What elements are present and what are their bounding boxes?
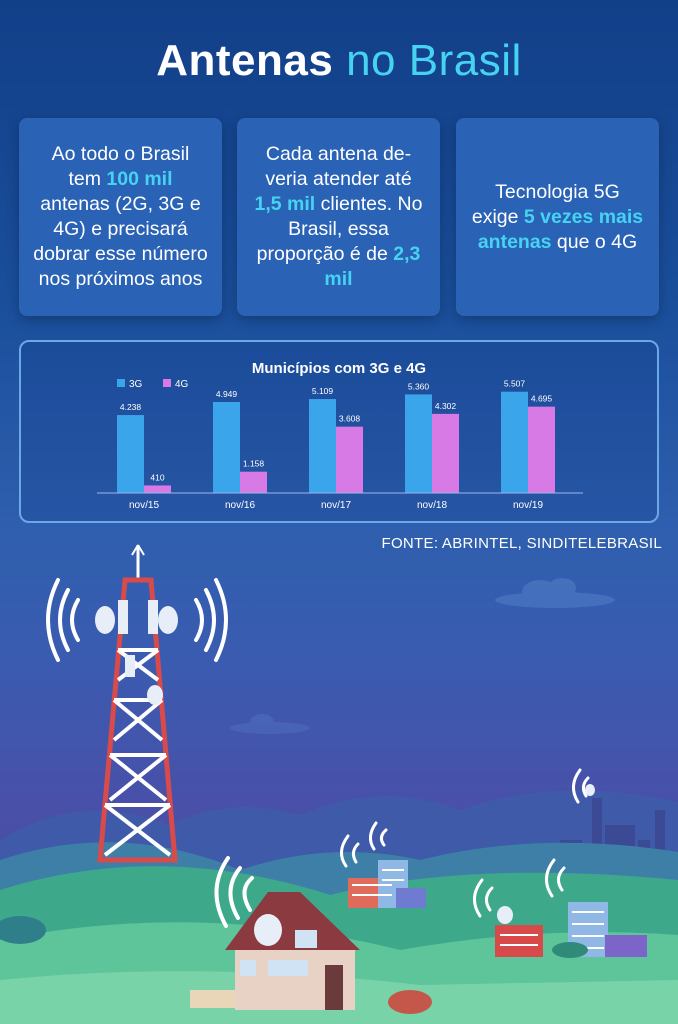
card-highlight: 2,3 mil xyxy=(324,243,421,290)
chart-bars: 4.238 410 nov/15 4.949 1.158 nov/16 5.109 3.608… xyxy=(117,379,555,511)
chart-panel: Municípios com 3G e 4G 3G 4G 4.238 410 nov… xyxy=(19,340,659,523)
stat-card-text: Cada antena de-veria atender até 1,5 mil… xyxy=(251,142,426,292)
bar-4g-nov-16 xyxy=(240,471,267,493)
cloud-icon xyxy=(495,578,615,608)
stat-card-5g: Tecnologia 5G exige 5 vezes mais antenas… xyxy=(456,118,659,316)
title-bold: Antenas xyxy=(156,36,334,85)
card-highlight: 100 mil xyxy=(106,168,173,190)
bar-3g-nov-18 xyxy=(405,394,432,493)
shrub xyxy=(388,990,432,1014)
title-light: no Brasil xyxy=(346,36,522,85)
bar-4g-nov-17 xyxy=(336,426,363,493)
data-label-3g: 5.109 xyxy=(312,386,334,396)
data-label-4g: 410 xyxy=(150,472,164,482)
data-label-3g: 5.507 xyxy=(504,379,526,389)
bar-3g-nov-19 xyxy=(501,391,528,493)
card-text: Tecnologia 5G exige xyxy=(471,180,620,228)
legend-label-3g: 3G xyxy=(129,379,143,390)
x-tick-label: nov/16 xyxy=(225,500,255,511)
wifi-signal-icon xyxy=(46,578,228,662)
data-label-4g: 4.695 xyxy=(531,394,553,404)
card-text: que o 4G xyxy=(551,230,638,253)
bar-4g-nov-19 xyxy=(528,406,555,493)
data-label-3g: 4.949 xyxy=(216,389,238,399)
data-label-4g: 3.608 xyxy=(339,414,361,424)
stat-card-text: Tecnologia 5G exige 5 vezes mais antenas… xyxy=(470,180,645,255)
bar-3g-nov-16 xyxy=(213,401,240,493)
x-tick-label: nov/18 xyxy=(417,500,447,511)
page-title: Antenas no Brasil xyxy=(0,36,678,86)
data-label-3g: 4.238 xyxy=(120,402,142,412)
card-highlight: 5 vezes mais antenas xyxy=(477,205,644,253)
bar-3g-nov-15 xyxy=(117,415,144,493)
card-text: antenas (2G, 3G e 4G) e precisará dobrar… xyxy=(33,193,208,290)
wifi-signal-icon xyxy=(340,821,388,868)
bar-4g-nov-15 xyxy=(144,485,171,493)
data-label-4g: 1.158 xyxy=(243,459,265,469)
chart-title: Municípios com 3G e 4G xyxy=(252,360,426,377)
illustration xyxy=(0,544,678,1024)
bar-4g-nov-18 xyxy=(432,413,459,493)
shrub xyxy=(552,942,588,958)
data-label-3g: 5.360 xyxy=(408,381,430,391)
cell-tower-icon xyxy=(95,544,178,863)
card-text: clientes. No Brasil, essa proporção é de xyxy=(256,193,423,265)
chart-legend: 3G 4G xyxy=(117,379,189,390)
data-label-4g: 4.302 xyxy=(435,401,457,411)
source-credit: FONTE: ABRINTEL, SINDITELEBRASIL xyxy=(381,535,662,552)
x-tick-label: nov/15 xyxy=(129,500,159,511)
bar-3g-nov-17 xyxy=(309,399,336,493)
card-highlight: 1,5 mil xyxy=(254,193,316,215)
shrub xyxy=(0,916,46,944)
stat-card-antennas: Ao todo o Brasil tem 100 mil antenas (2G… xyxy=(19,118,222,316)
building-icon xyxy=(348,860,426,908)
wifi-signal-icon xyxy=(473,768,590,918)
x-tick-label: nov/19 xyxy=(513,500,543,511)
stat-card-text: Ao todo o Brasil tem 100 mil antenas (2G… xyxy=(33,142,208,292)
cloud-icon xyxy=(230,714,310,734)
stat-card-clients: Cada antena de-veria atender até 1,5 mil… xyxy=(237,118,440,316)
legend-label-4g: 4G xyxy=(175,379,189,390)
x-tick-label: nov/17 xyxy=(321,500,351,511)
house-icon xyxy=(190,892,360,1010)
card-text: Cada antena de-veria atender até xyxy=(265,143,412,190)
legend-swatch-3g xyxy=(117,379,125,387)
wifi-signal-icon xyxy=(214,856,254,928)
legend-swatch-4g xyxy=(163,379,171,387)
bar-chart: Municípios com 3G e 4G 3G 4G 4.238 410 nov… xyxy=(97,360,583,511)
card-text: Ao todo o Brasil tem xyxy=(51,143,190,190)
